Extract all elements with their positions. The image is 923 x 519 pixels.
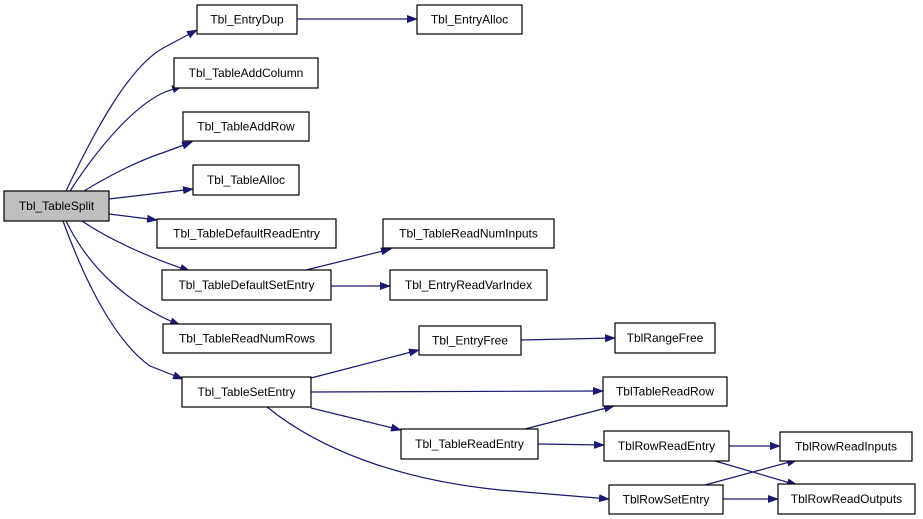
node-tbl-row-read-entry[interactable]: TblRowReadEntry	[603, 430, 730, 462]
node-label: Tbl_TableSetEntry	[197, 385, 295, 399]
node-tbl-table-default-read-entry[interactable]: Tbl_TableDefaultReadEntry	[156, 218, 337, 249]
edge-default-set-read-num-inputs	[305, 247, 392, 271]
node-tbl-table-alloc[interactable]: Tbl_TableAlloc	[192, 164, 300, 196]
node-label: Tbl_EntryDup	[210, 13, 284, 27]
edge-table-read-entry-row-read-entry	[537, 440, 605, 449]
edge-split-entry-dup	[65, 29, 198, 192]
node-tbl-table-default-set-entry[interactable]: Tbl_TableDefaultSetEntry	[161, 269, 332, 301]
node-label: Tbl_TableReadNumInputs	[399, 227, 538, 241]
node-label: Tbl_EntryAlloc	[431, 13, 508, 27]
node-tbl-table-add-row[interactable]: Tbl_TableAddRow	[182, 111, 310, 142]
node-label: TblTableReadRow	[616, 385, 714, 399]
node-tbl-table-read-entry[interactable]: Tbl_TableReadEntry	[400, 428, 539, 460]
edges	[62, 15, 798, 503]
edge-row-set-entry-row-read-inputs	[704, 458, 798, 486]
node-tbl-entry-read-var-index[interactable]: Tbl_EntryReadVarIndex	[389, 269, 548, 301]
edge-set-entry-entry-free	[310, 348, 420, 379]
edge-table-read-entry-table-read-row	[524, 404, 615, 430]
node-label: Tbl_EntryFree	[432, 334, 508, 348]
edge-split-default-set-entry	[81, 220, 191, 272]
node-tbl-table-read-num-inputs[interactable]: Tbl_TableReadNumInputs	[382, 218, 555, 249]
node-label: Tbl_TableReadEntry	[415, 437, 524, 451]
node-label: Tbl_TableDefaultReadEntry	[173, 227, 320, 241]
edge-split-read-num-rows	[65, 220, 181, 326]
node-tbl-table-set-entry[interactable]: Tbl_TableSetEntry	[181, 376, 312, 408]
nodes: Tbl_TableSplit Tbl_EntryDup Tbl_EntryAll…	[3, 4, 916, 515]
node-tbl-range-free[interactable]: TblRangeFree	[614, 322, 716, 354]
node-label: Tbl_TableReadNumRows	[179, 332, 315, 346]
node-label: Tbl_TableSplit	[19, 199, 95, 213]
node-tbl-entry-free[interactable]: Tbl_EntryFree	[418, 325, 522, 356]
edge-split-default-read-entry	[108, 213, 158, 223]
node-label: TblRangeFree	[627, 331, 704, 345]
node-tbl-table-read-num-rows[interactable]: Tbl_TableReadNumRows	[162, 323, 332, 354]
node-tbl-row-set-entry[interactable]: TblRowSetEntry	[608, 484, 724, 515]
edge-set-entry-table-read-entry	[310, 407, 402, 432]
edge-set-entry-row-set-entry	[266, 406, 610, 503]
node-label: TblRowReadInputs	[795, 440, 897, 454]
node-label: Tbl_EntryReadVarIndex	[405, 278, 532, 292]
edge-split-add-column	[69, 85, 183, 192]
node-label: TblRowReadEntry	[618, 439, 715, 453]
edge-set-entry-table-read-row	[310, 387, 604, 396]
node-label: TblRowReadOutputs	[791, 492, 902, 506]
node-tbl-entry-alloc[interactable]: Tbl_EntryAlloc	[416, 4, 523, 35]
edge-split-set-entry	[62, 220, 184, 380]
node-label: TblRowSetEntry	[623, 493, 710, 507]
node-tbl-row-read-inputs[interactable]: TblRowReadInputs	[779, 431, 913, 462]
node-tbl-table-split[interactable]: Tbl_TableSplit	[3, 190, 110, 222]
node-tbl-table-add-column[interactable]: Tbl_TableAddColumn	[173, 57, 319, 89]
node-tbl-row-read-outputs[interactable]: TblRowReadOutputs	[777, 483, 916, 515]
edge-row-read-entry-row-read-outputs	[714, 460, 798, 487]
node-label: Tbl_TableAddColumn	[189, 66, 304, 80]
node-label: Tbl_TableAlloc	[207, 173, 285, 187]
node-label: Tbl_TableDefaultSetEntry	[178, 278, 314, 292]
edge-entry-free-range-free	[520, 334, 616, 343]
node-tbl-entry-dup[interactable]: Tbl_EntryDup	[196, 4, 298, 35]
node-label: Tbl_TableAddRow	[197, 120, 295, 134]
node-tbl-table-read-row[interactable]: TblTableReadRow	[602, 376, 728, 407]
edge-split-add-row	[83, 141, 193, 192]
edge-split-table-alloc	[108, 186, 194, 200]
